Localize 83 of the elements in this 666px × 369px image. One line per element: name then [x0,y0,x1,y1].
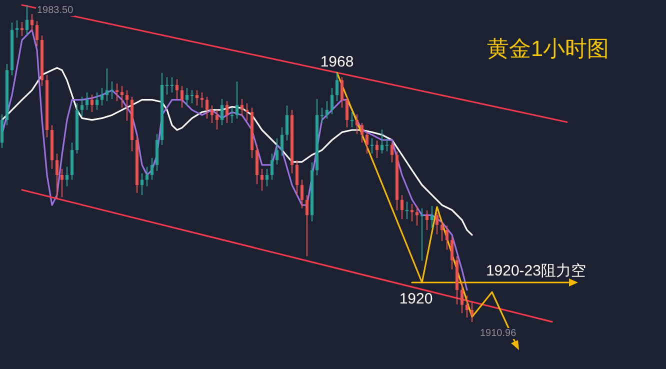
candlestick [110,80,114,100]
candlestick [320,107,324,124]
candlestick [360,122,364,144]
candlestick [306,194,308,257]
candlestick [446,225,448,250]
candlestick [200,92,204,108]
candlestick [140,172,144,196]
candlestick [36,20,38,48]
candlestick [116,83,118,102]
candlestick [176,78,178,100]
candlestick [340,76,344,108]
candlestick [406,201,408,220]
candlestick [60,168,64,198]
candlestick [356,114,358,134]
candlestick [190,90,194,104]
candlestick [270,153,274,180]
candlestick [390,142,394,163]
candlestick [246,102,248,122]
candlestick [210,105,214,124]
candlestick [416,206,418,226]
candlestick [80,96,84,117]
candlestick [430,206,434,228]
candlestick [346,96,348,128]
candlestick [100,88,104,106]
candlestick [296,160,298,196]
candlestick [240,98,244,117]
candlestick [126,90,128,122]
candlestick [206,96,208,120]
text: 黄金1小时图 [486,36,610,61]
candlestick [236,80,238,120]
candlestick [450,236,454,270]
candlestick [170,76,174,93]
candlestick [90,94,94,113]
candlestick [370,138,374,154]
candlestick [30,14,34,32]
candlestick [276,138,278,166]
candlestick [260,168,264,192]
candlestick [196,90,198,106]
annotation: 1920-23阻力空 [486,262,586,280]
candlestick [350,112,354,128]
candlestick [220,98,224,126]
candlestick [440,220,444,242]
annotation: 1920 [399,290,433,308]
candlestick [426,210,428,231]
candlestick [56,153,58,200]
candlestick [386,138,388,152]
candlestick [400,194,404,220]
candlestick [96,92,98,110]
candlestick [330,88,334,115]
candlestick [0,114,4,148]
candlestick [336,72,338,102]
candlestick [166,76,168,96]
annotation: 1968 [320,54,354,71]
candlestick [380,129,384,154]
text: 1910.96 [480,328,517,339]
candlestick [146,166,148,187]
candlestick [410,203,414,222]
candlestick [186,88,188,106]
candlestick [16,20,18,38]
candlestick [460,282,464,314]
annotation: 1983.50 [37,5,74,16]
candlestick [26,4,28,36]
candlestick [470,302,474,322]
candlestick [266,168,268,187]
candlestick [150,157,154,180]
candlestick [86,92,88,110]
candlestick [20,22,24,37]
candlestick [280,126,284,156]
candlestick [230,107,234,124]
candlestick [436,212,438,235]
candlestick [366,131,368,154]
candlestick [216,109,218,130]
candlestick [326,100,328,120]
candlestick [66,166,68,187]
candlestick [226,100,228,124]
candlestick [120,85,124,108]
candlestick [286,105,288,141]
candlestick [466,295,468,318]
candlestick [180,85,184,108]
candlestick [376,140,378,158]
candlestick [420,208,424,262]
candlestick [300,179,304,209]
candlestick [106,68,108,102]
